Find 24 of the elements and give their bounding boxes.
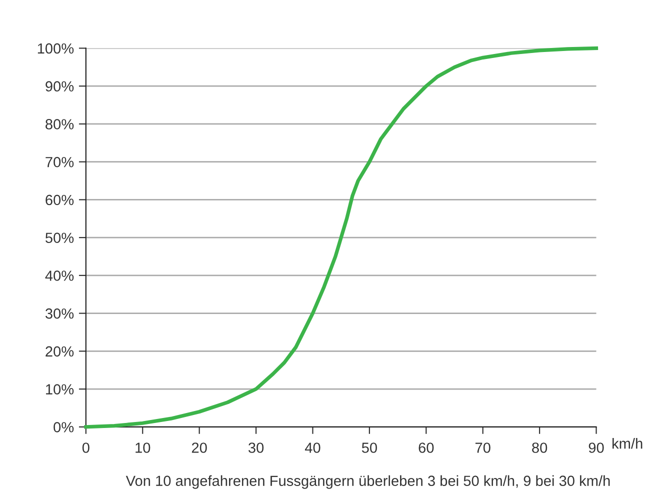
y-tick-label: 40% — [45, 270, 74, 281]
y-tick-label: 90% — [46, 81, 74, 92]
line-series — [84, 46, 598, 429]
y-tick-label: 0% — [54, 422, 74, 432]
text: Von 10 angefahrenen Fussgängern überleben 3 bei 50 km/h, 9 bei 30 km/h — [126, 475, 610, 489]
x-tick-label: 0 — [82, 442, 90, 453]
x-tick-label: 90 — [588, 442, 604, 453]
y-tick-label: 60% — [46, 194, 74, 206]
y-tick-label: 20% — [46, 346, 74, 357]
x-tick-label: 40 — [304, 442, 320, 453]
x-tick-label: 10 — [136, 442, 150, 453]
x-tick-label: 20 — [192, 442, 207, 453]
y-tick-label: 30% — [45, 308, 74, 319]
x-tick-label: 50 — [362, 442, 377, 453]
y-tick-label: 10% — [46, 384, 74, 394]
x-tick-label: 60 — [418, 442, 434, 453]
y-tick-label: 70% — [46, 156, 74, 168]
y-tick-label: 80% — [46, 119, 74, 130]
x-axis-title: km/h — [612, 438, 642, 449]
x-tick-label: 30 — [248, 442, 264, 453]
y-tick-label: 100% — [38, 43, 74, 54]
x-tick-label: 80 — [532, 442, 548, 453]
x-tick-label: 70 — [475, 442, 490, 453]
y-tick-label: 50% — [46, 232, 74, 243]
